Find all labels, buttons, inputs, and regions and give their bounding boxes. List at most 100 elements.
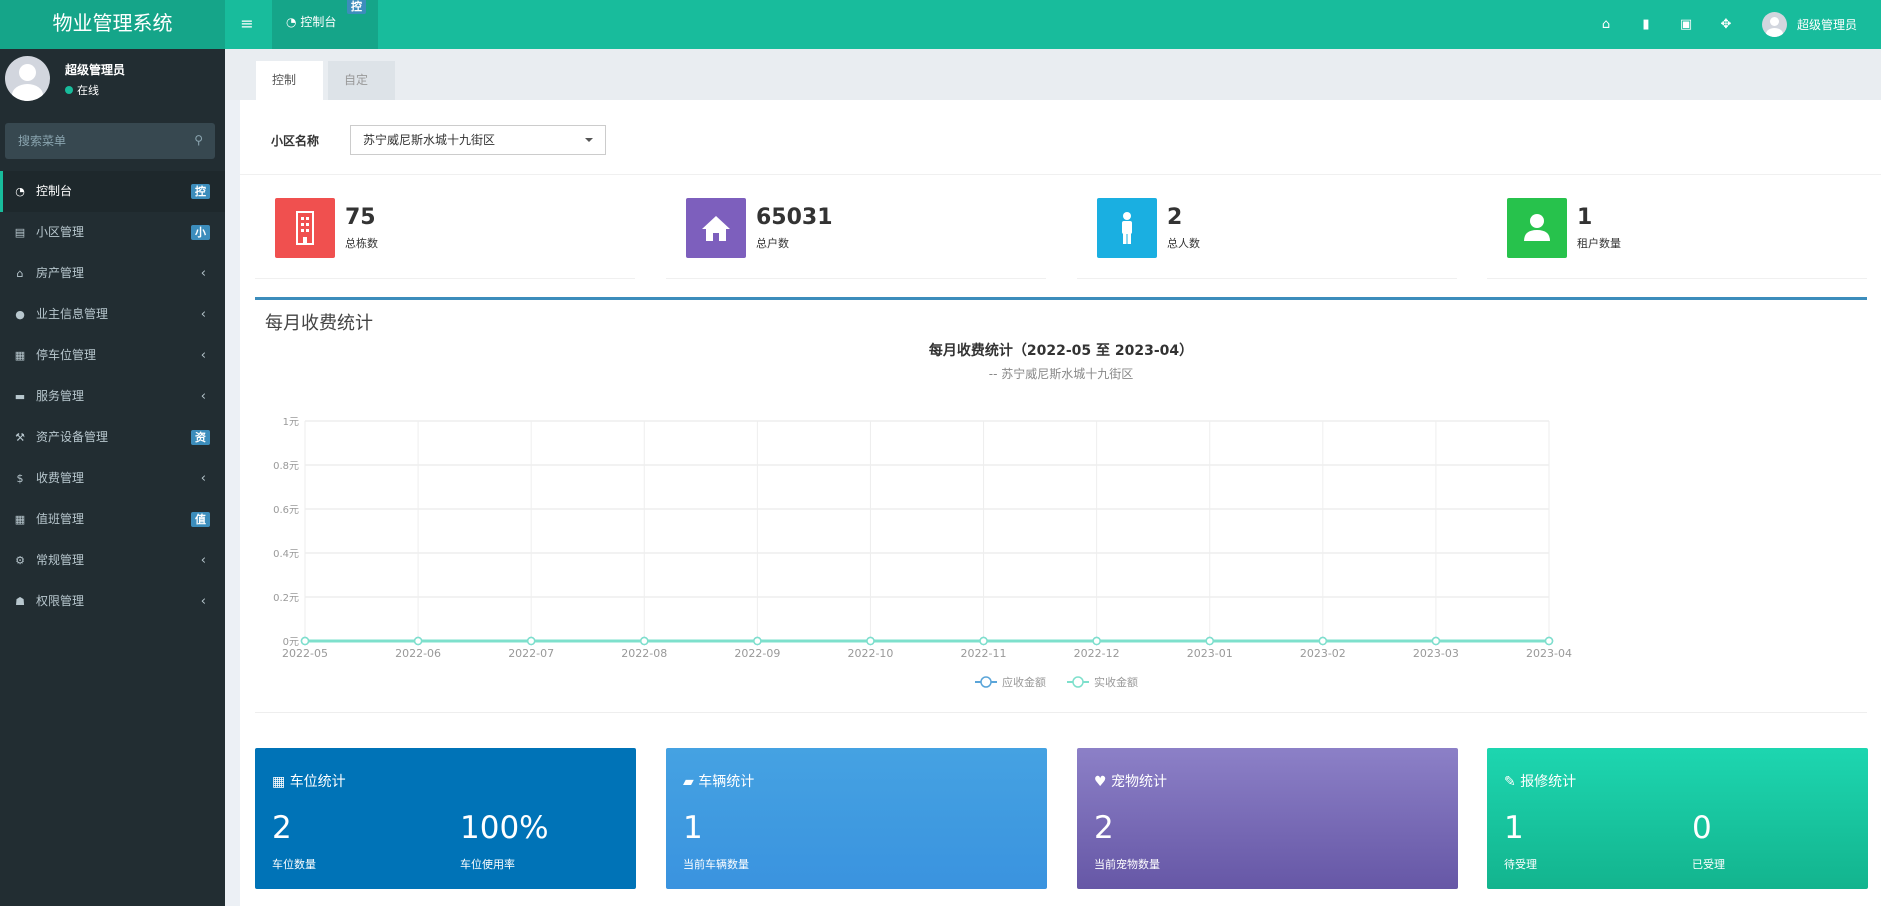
- top-user-menu[interactable]: 超级管理员: [1746, 12, 1881, 37]
- sidebar: 超级管理员 在线 ⚲ ◔ 控制台 控 ▤ 小区管理 小 ⌂ 房产管理 ‹ ● 业…: [0, 49, 225, 906]
- card-title: ✎ 报修统计: [1504, 774, 1577, 790]
- sidebar-item-permissions[interactable]: ☗ 权限管理 ‹: [0, 581, 225, 622]
- online-status: 在线: [65, 82, 99, 98]
- coffee-icon: ▬: [14, 390, 26, 403]
- data-point: [1092, 636, 1101, 646]
- group-icon: ☗: [15, 595, 25, 608]
- data-point: [526, 636, 536, 646]
- data-point: [300, 636, 310, 646]
- sidebar-item-service[interactable]: ▬ 服务管理 ‹: [0, 376, 225, 417]
- sidebar-item-duty[interactable]: ▦ 值班管理 值: [0, 499, 225, 540]
- sidebar-item-owner[interactable]: ● 业主信息管理 ‹: [0, 294, 225, 335]
- home-icon: [686, 198, 746, 258]
- sidebar-item-badge: 小: [191, 225, 210, 240]
- top-tab-dashboard[interactable]: ◔ 控制台 控: [272, 0, 378, 49]
- top-tab-badge: 控: [347, 0, 366, 14]
- user-panel: 超级管理员 在线: [0, 49, 225, 111]
- tab-dashboard[interactable]: 控制台: [256, 61, 323, 126]
- search-icon[interactable]: ⚲: [194, 133, 203, 147]
- sidebar-item-label: 资产设备管理: [36, 430, 109, 444]
- sidebar-item-label: 服务管理: [36, 389, 85, 403]
- card-title: ▰ 车辆统计: [683, 774, 755, 790]
- card-value: 2: [1094, 810, 1114, 846]
- chart-box-title: 每月收费统计: [265, 313, 373, 334]
- sidebar-item-label: 停车位管理: [36, 348, 97, 362]
- stat-buildings: 75 总栋数: [255, 175, 635, 279]
- sidebar-item-fees[interactable]: $ 收费管理 ‹: [0, 458, 225, 499]
- card-label: 待受理: [1504, 858, 1537, 871]
- data-point: [1205, 636, 1214, 646]
- list-icon: ▤: [14, 226, 26, 239]
- status-text: 在线: [77, 84, 99, 97]
- sidebar-item-assets[interactable]: ⚒ 资产设备管理 资: [0, 417, 225, 458]
- user-icon: [1507, 198, 1567, 258]
- sidebar-user-name: 超级管理员: [65, 63, 126, 77]
- chevron-left-icon: ‹: [200, 471, 206, 486]
- community-filter: 小区名称 苏宁威尼斯水城十九街区: [240, 100, 1881, 175]
- sidebar-item-general[interactable]: ⚙ 常规管理 ‹: [0, 540, 225, 581]
- chevron-left-icon: ‹: [200, 594, 206, 609]
- y-tick-label: 0元: [283, 637, 299, 648]
- sidebar-item-label: 业主信息管理: [36, 307, 109, 321]
- tab-custom[interactable]: 自定义: [328, 61, 395, 126]
- avatar: [1761, 12, 1787, 37]
- x-tick-label: 2022-05: [282, 647, 328, 660]
- top-header: 物业管理系统 ≡ ◔ 控制台 控 ⌂ ▮ ▣ ✥ 超级管理员: [0, 0, 1881, 49]
- trash-icon[interactable]: ▮: [1642, 17, 1650, 32]
- card-label: 车位数量: [272, 858, 316, 871]
- card-value: 2: [272, 810, 292, 846]
- heart-icon: ♥: [1094, 774, 1112, 790]
- sidebar-item-badge: 控: [191, 184, 210, 199]
- fullscreen-icon[interactable]: ✥: [1720, 17, 1732, 32]
- stat-households: 65031 总户数: [666, 175, 1046, 279]
- card-label: 已受理: [1692, 858, 1725, 871]
- content-tabs: 控制台 自定义: [225, 49, 1881, 126]
- sidebar-item-badge: 资: [191, 430, 210, 445]
- card-label: 当前宠物数量: [1094, 858, 1160, 871]
- card-value: 100%: [460, 810, 549, 846]
- chevron-left-icon: ‹: [200, 389, 206, 404]
- chart-subtitle: -- 苏宁威尼斯水城十九街区: [989, 366, 1133, 381]
- stat-label: 总户数: [756, 237, 789, 250]
- vehicle-stats-card: ▰ 车辆统计 1 当前车辆数量: [666, 748, 1047, 889]
- language-icon[interactable]: ▣: [1679, 17, 1693, 32]
- app-logo[interactable]: 物业管理系统: [0, 0, 225, 49]
- legend-label: 实收金额: [1094, 675, 1138, 689]
- chevron-left-icon: ‹: [200, 307, 206, 322]
- chevron-left-icon: ‹: [200, 553, 206, 568]
- search-box: ⚲: [5, 123, 215, 159]
- home-icon[interactable]: ⌂: [1601, 17, 1611, 32]
- x-tick-label: 2022-07: [508, 647, 554, 660]
- avatar: [5, 56, 50, 101]
- sidebar-item-community[interactable]: ▤ 小区管理 小: [0, 212, 225, 253]
- monthly-fee-chart-box: 每月收费统计 0元 0.2元 0.4元 0.6元 0.8元 1元 2022-05 2022-…: [255, 297, 1867, 713]
- sidebar-item-label: 收费管理: [36, 471, 85, 485]
- sidebar-item-parking[interactable]: ▦ 停车位管理 ‹: [0, 335, 225, 376]
- data-point: [979, 636, 988, 646]
- sidebar-item-label: 控制台: [36, 184, 73, 198]
- sidebar-item-property[interactable]: ⌂ 房产管理 ‹: [0, 253, 225, 294]
- x-tick-label: 2023-04: [1526, 647, 1572, 660]
- caret-down-icon: [585, 138, 593, 142]
- stat-people: 2 总人数: [1077, 175, 1457, 279]
- legend-marker: [1072, 676, 1084, 688]
- data-point: [1431, 636, 1441, 646]
- pet-stats-card: ♥ 宠物统计 2 当前宠物数量: [1077, 748, 1458, 889]
- user-icon: ●: [15, 308, 25, 321]
- chart-title: 每月收费统计（2022-05 至 2023-04）: [929, 342, 1193, 359]
- monthly-fee-chart: 0元 0.2元 0.4元 0.6元 0.8元 1元 2022-05 2022-06 2022-…: [273, 342, 1572, 689]
- sidebar-item-dashboard[interactable]: ◔ 控制台 控: [0, 171, 225, 212]
- community-select[interactable]: 苏宁威尼斯水城十九街区: [350, 125, 606, 155]
- bars-icon[interactable]: ≡: [240, 14, 254, 33]
- calendar-icon: ▦: [14, 513, 26, 526]
- status-dot-icon: [65, 86, 73, 94]
- building-icon: [275, 198, 335, 258]
- y-tick-label: 1元: [283, 417, 299, 428]
- y-tick-label: 0.4元: [273, 549, 299, 560]
- top-icon-bar: ⌂ ▮ ▣ ✥ 超级管理员: [1586, 0, 1881, 49]
- data-point: [1544, 636, 1554, 646]
- stat-value: 1: [1577, 205, 1593, 230]
- sidebar-item-label: 值班管理: [36, 512, 85, 526]
- search-input[interactable]: [5, 123, 175, 159]
- x-tick-label: 2022-11: [961, 647, 1007, 660]
